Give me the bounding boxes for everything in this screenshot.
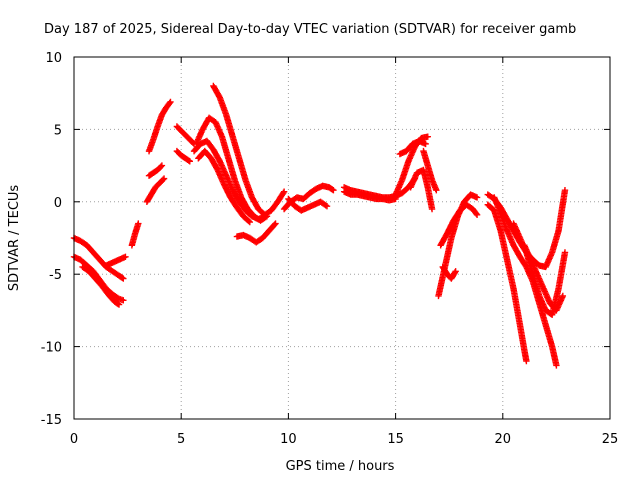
data-point [122, 253, 129, 261]
data-point [280, 189, 287, 197]
data-point [120, 297, 127, 304]
data-point [120, 275, 127, 282]
data-point [158, 162, 166, 169]
y-tick-label: 5 [54, 123, 62, 138]
data-point [452, 268, 459, 275]
data-point [329, 186, 336, 193]
data-point [433, 187, 440, 194]
data-point [451, 269, 459, 276]
data-point [272, 220, 279, 227]
x-tick-label: 20 [495, 432, 512, 447]
data-point [271, 221, 278, 228]
data-point [119, 274, 126, 282]
data-point [473, 211, 481, 219]
y-tick-label: -10 [41, 341, 62, 356]
y-axis-label: SDTVAR / TECUs [7, 185, 22, 292]
data-point [424, 133, 431, 140]
series-track-g [143, 175, 168, 205]
series-track-s [340, 188, 399, 204]
data-points [70, 82, 569, 369]
series-track-n [195, 147, 254, 226]
x-tick-label: 10 [280, 432, 297, 447]
y-tick-label: -5 [49, 268, 62, 283]
series-track-c [79, 263, 123, 308]
chart-title: Day 187 of 2025, Sidereal Day-to-day VTE… [44, 22, 576, 37]
x-tick-label: 25 [602, 432, 619, 447]
series-track-u [396, 137, 429, 158]
data-point [473, 210, 480, 217]
data-point [428, 205, 436, 213]
series-track-e [128, 220, 142, 249]
series-track-q [285, 195, 331, 214]
data-point [159, 176, 167, 183]
y-tick-label: 10 [45, 51, 62, 66]
series-track-f [145, 98, 174, 155]
data-point [523, 357, 530, 365]
series-track-ab [484, 201, 530, 365]
data-point [473, 194, 481, 201]
series-track-o [233, 220, 279, 246]
data-point [323, 202, 331, 210]
grid [74, 57, 610, 419]
x-axis-label: GPS time / hours [286, 459, 395, 474]
data-point [280, 188, 288, 195]
data-point [561, 187, 569, 194]
series-track-z [439, 263, 459, 282]
axes: 0 5 10 15 20 25 -15 -10 -5 0 5 10 [41, 51, 619, 447]
data-point [185, 157, 192, 164]
y-tick-label: 0 [54, 196, 62, 211]
series-track-m [190, 137, 269, 223]
x-tick-label: 15 [387, 432, 404, 447]
data-point [246, 218, 254, 226]
series-track-w [420, 147, 440, 194]
data-point [186, 158, 193, 165]
plot-frame [73, 56, 611, 420]
x-tick-label: 5 [177, 432, 185, 447]
series-track-h [145, 162, 166, 179]
series-track-v [407, 166, 436, 213]
series-track-j [173, 147, 193, 165]
data-point [261, 213, 269, 220]
data-point [245, 217, 252, 225]
data-point [115, 301, 123, 308]
y-tick-label: -15 [41, 413, 62, 428]
data-point [114, 300, 122, 308]
data-point [157, 163, 165, 170]
series-track-ae [521, 242, 567, 314]
data-point [135, 220, 142, 227]
series-track-i [173, 123, 198, 148]
series-track-l [210, 82, 288, 219]
data-point [167, 98, 174, 106]
data-point [322, 202, 329, 209]
data-point [330, 187, 337, 194]
data-point [160, 175, 168, 182]
data-point [559, 292, 567, 300]
data-point [553, 362, 560, 369]
series-track-y [437, 201, 481, 249]
data-point [166, 99, 173, 107]
x-tick-label: 0 [70, 432, 78, 447]
data-point [422, 140, 429, 148]
data-point [561, 249, 569, 256]
series-track-d [102, 253, 129, 269]
